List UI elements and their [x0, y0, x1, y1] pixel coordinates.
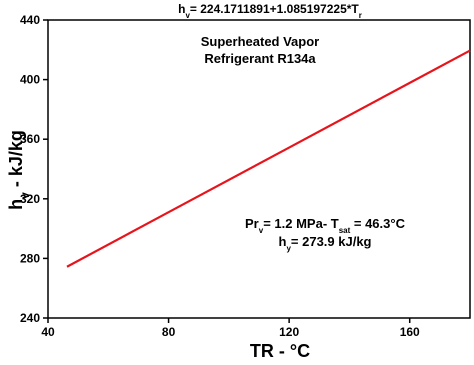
y-tick-label: 280: [20, 251, 40, 265]
y-tick-label: 240: [20, 311, 40, 325]
text-part: sat: [339, 226, 351, 235]
plot-frame: [47, 19, 471, 319]
text-part: r: [359, 11, 362, 20]
text-part: - kJ/kg: [6, 130, 26, 192]
text-part: v: [259, 226, 264, 235]
y-tick-label: 400: [20, 73, 40, 87]
chart-title: hv= 224.1711891+1.085197225*Tr: [178, 2, 362, 20]
text-part: v: [185, 11, 190, 20]
text-part: = 46.3°C: [350, 216, 405, 231]
x-tick-label: 120: [279, 325, 299, 339]
text-part: Superheated Vapor: [201, 34, 319, 49]
x-tick-label: 80: [162, 325, 176, 339]
text-part: Pr: [245, 216, 259, 231]
annotation: Refrigerant R134a: [204, 51, 316, 66]
y-axis-label: hv - kJ/kg: [6, 130, 32, 210]
text-part: = 273.9 kJ/kg: [291, 234, 372, 249]
y-tick-label: 360: [20, 132, 40, 146]
data-line: [66, 49, 471, 268]
x-tick-label: 160: [400, 325, 420, 339]
x-tick-label: 40: [41, 325, 55, 339]
annotation: hy= 273.9 kJ/kg: [279, 234, 372, 253]
annotation: Prv= 1.2 MPa- Tsat = 46.3°C: [245, 216, 406, 235]
x-axis-label: TR - °C: [250, 341, 310, 361]
text-part: Refrigerant R134a: [204, 51, 316, 66]
y-tick-label: 440: [20, 13, 40, 27]
annotation: Superheated Vapor: [201, 34, 319, 49]
text-part: y: [286, 244, 291, 253]
y-tick-label: 320: [20, 192, 40, 206]
text-part: = 224.1711891+1.085197225*T: [190, 2, 360, 16]
text-part: h: [279, 234, 287, 249]
text-part: h: [6, 199, 26, 210]
text-part: = 1.2 MPa- T: [263, 216, 339, 231]
text-part: v: [18, 192, 32, 199]
text-part: h: [178, 2, 185, 16]
